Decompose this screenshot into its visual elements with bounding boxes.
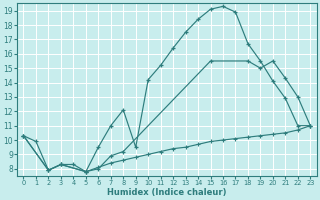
X-axis label: Humidex (Indice chaleur): Humidex (Indice chaleur) <box>107 188 227 197</box>
